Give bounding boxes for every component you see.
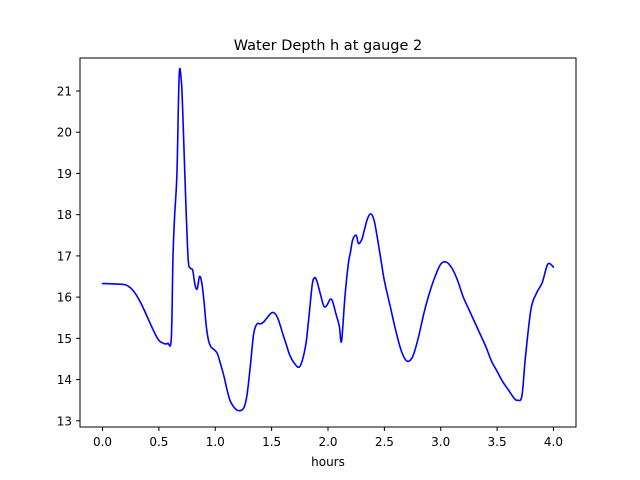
- y-tick-label: 20: [57, 126, 72, 140]
- x-tick-label: 1.5: [262, 435, 281, 449]
- x-tick-label: 4.0: [544, 435, 563, 449]
- x-tick-label: 0.0: [93, 435, 112, 449]
- y-tick-label: 13: [57, 414, 72, 428]
- x-axis-label: hours: [311, 455, 345, 469]
- y-tick-label: 19: [57, 167, 72, 181]
- x-tick-label: 2.0: [318, 435, 337, 449]
- y-axis: 13 14 15 16 17 18 19 20 21: [57, 84, 80, 428]
- x-tick-label: 1.0: [206, 435, 225, 449]
- series-line: [101, 67, 555, 412]
- plot-area: [101, 67, 555, 412]
- y-tick-label: 17: [57, 249, 72, 263]
- y-tick-label: 18: [57, 208, 72, 222]
- x-tick-label: 0.5: [149, 435, 168, 449]
- y-tick-label: 15: [57, 332, 72, 346]
- y-tick-label: 16: [57, 291, 72, 305]
- x-axis: 0.0 0.5 1.0 1.5 2.0 2.5 3.0 3.5 4.0: [93, 427, 563, 449]
- chart-title: Water Depth h at gauge 2: [234, 38, 422, 54]
- y-tick-label: 21: [57, 84, 72, 98]
- x-tick-label: 2.5: [375, 435, 394, 449]
- x-tick-label: 3.0: [431, 435, 450, 449]
- y-tick-label: 14: [57, 373, 72, 387]
- x-tick-label: 3.5: [488, 435, 507, 449]
